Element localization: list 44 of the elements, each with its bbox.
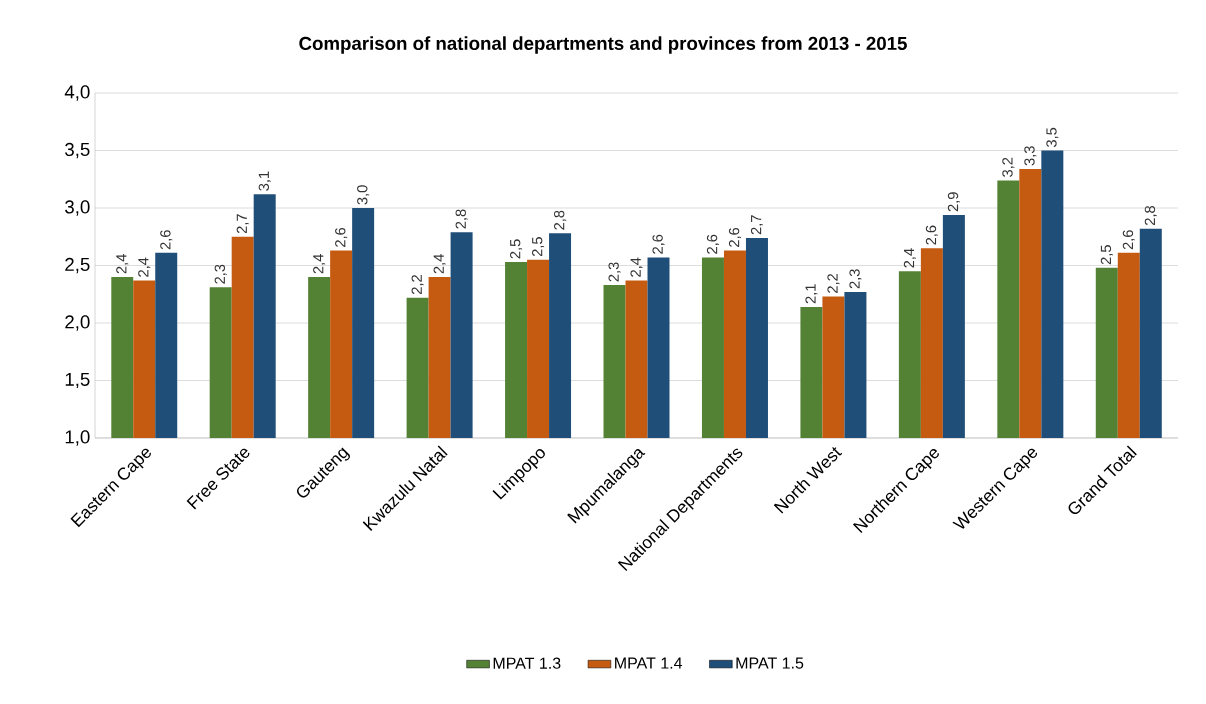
data-label: 2,4 [630,257,643,277]
data-label: 2,7 [236,214,249,234]
legend-label: MPAT 1.4 [615,657,683,669]
data-label: 3,3 [1024,146,1037,166]
data-label: 2,5 [510,239,523,259]
data-label: 2,4 [138,257,151,277]
data-label: 2,4 [433,254,446,274]
data-label: 2,3 [214,264,227,284]
data-label: 2,6 [1122,230,1135,250]
data-label: 2,6 [925,225,938,245]
data-label: 2,5 [532,237,545,257]
legend-label: MPAT 1.3 [493,657,561,669]
data-label: 2,2 [827,273,840,293]
y-tick-label: 2,5 [65,257,90,274]
data-label: 2,2 [411,275,424,295]
data-label: 2,5 [1100,245,1113,265]
chart-title: Comparison of national departments and provinces from 2013 - 2015 [299,36,907,54]
data-label: 2,6 [706,234,720,254]
data-label: 3,2 [1002,157,1015,177]
data-label: 2,1 [805,284,818,304]
data-label: 2,6 [728,227,742,247]
data-label: 3,5 [1046,127,1059,147]
data-label: 2,8 [455,209,468,229]
y-tick-label: 4,0 [64,85,90,101]
data-label: 3,0 [357,185,370,205]
data-label: 2,8 [554,210,567,230]
y-tick-label: 3,5 [65,142,90,159]
data-label: 2,9 [947,192,960,212]
data-label: 2,6 [335,227,348,247]
data-label: 2,4 [313,254,326,274]
data-label: 3,1 [258,171,271,191]
data-label: 2,4 [903,248,916,268]
data-label: 2,6 [652,234,665,254]
y-tick-label: 1,5 [65,372,90,389]
data-label: 2,3 [849,269,862,289]
y-tick-label: 2,0 [65,315,90,331]
data-label: 2,3 [608,262,621,282]
data-label: 2,7 [750,215,764,235]
y-tick-label: 3,0 [65,200,90,216]
legend-label: MPAT 1.5 [736,657,804,669]
data-label: 2,6 [160,230,173,250]
data-label: 2,4 [116,254,129,274]
data-label: 2,8 [1144,206,1157,226]
y-tick-label: 1,0 [65,430,90,446]
